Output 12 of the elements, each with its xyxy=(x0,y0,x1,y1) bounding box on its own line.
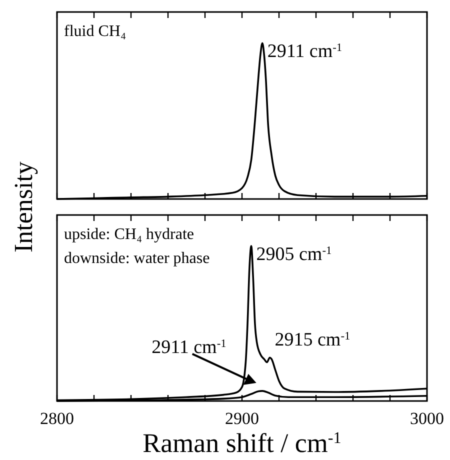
text: upside: CH₄ hydrate xyxy=(64,226,194,243)
annotation: 2915 cm$^{-1}$ xyxy=(274,330,351,351)
y-axis-title: Intensity xyxy=(9,162,38,252)
x-tick-label: 3000 xyxy=(410,409,444,428)
x-tick-label: 2800 xyxy=(40,409,74,428)
annotation: 2905 cm$^{-1}$ xyxy=(256,244,332,265)
x-axis-title: Raman shift / cm$^{-1}$ xyxy=(142,428,342,458)
x-tick-label: 2900 xyxy=(225,409,259,428)
annotation: 2911 cm$^{-1}$ xyxy=(152,336,227,358)
annotation: 2911 cm$^{-1}$ xyxy=(267,41,342,62)
text: fluid CH₄ xyxy=(64,23,126,40)
annotation: downside: water phase xyxy=(64,250,210,267)
